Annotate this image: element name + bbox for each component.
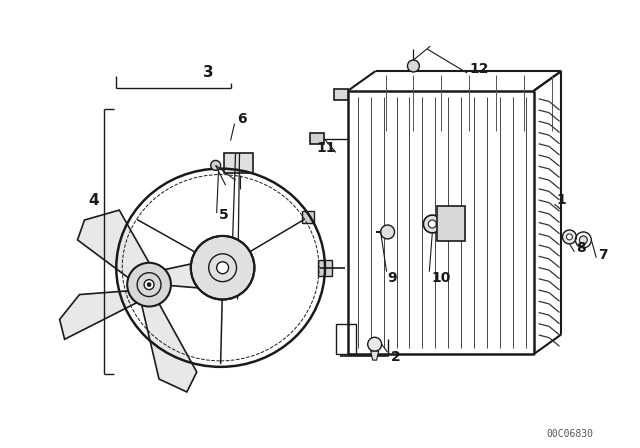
Circle shape xyxy=(428,220,436,228)
Circle shape xyxy=(144,280,154,289)
Bar xyxy=(318,260,332,276)
Text: 2: 2 xyxy=(390,350,400,364)
Circle shape xyxy=(423,215,441,233)
Bar xyxy=(437,206,465,241)
Polygon shape xyxy=(60,289,144,339)
Circle shape xyxy=(191,236,255,300)
Bar xyxy=(310,133,324,145)
Polygon shape xyxy=(159,255,237,289)
Text: 7: 7 xyxy=(598,248,608,262)
Circle shape xyxy=(566,234,572,240)
Text: 11: 11 xyxy=(316,142,335,155)
Text: 8: 8 xyxy=(577,241,586,255)
Bar xyxy=(334,89,348,100)
Text: 6: 6 xyxy=(237,112,247,125)
Text: 4: 4 xyxy=(88,193,99,208)
Text: 00C06830: 00C06830 xyxy=(547,429,593,439)
Polygon shape xyxy=(141,294,196,392)
Bar xyxy=(223,154,253,173)
Polygon shape xyxy=(371,351,379,360)
Circle shape xyxy=(217,262,228,274)
Text: 1: 1 xyxy=(557,193,566,207)
Circle shape xyxy=(563,230,577,244)
Circle shape xyxy=(147,283,151,287)
Polygon shape xyxy=(77,210,157,289)
Text: 9: 9 xyxy=(388,271,397,284)
Circle shape xyxy=(381,225,394,239)
Text: 3: 3 xyxy=(204,65,214,81)
Circle shape xyxy=(579,236,588,244)
Circle shape xyxy=(408,60,419,72)
Circle shape xyxy=(211,160,221,170)
Text: 5: 5 xyxy=(219,208,228,222)
Circle shape xyxy=(127,263,171,306)
Text: 12: 12 xyxy=(469,62,488,76)
Bar xyxy=(336,324,356,354)
Text: 10: 10 xyxy=(431,271,451,284)
Bar xyxy=(303,211,314,223)
Circle shape xyxy=(368,337,381,351)
